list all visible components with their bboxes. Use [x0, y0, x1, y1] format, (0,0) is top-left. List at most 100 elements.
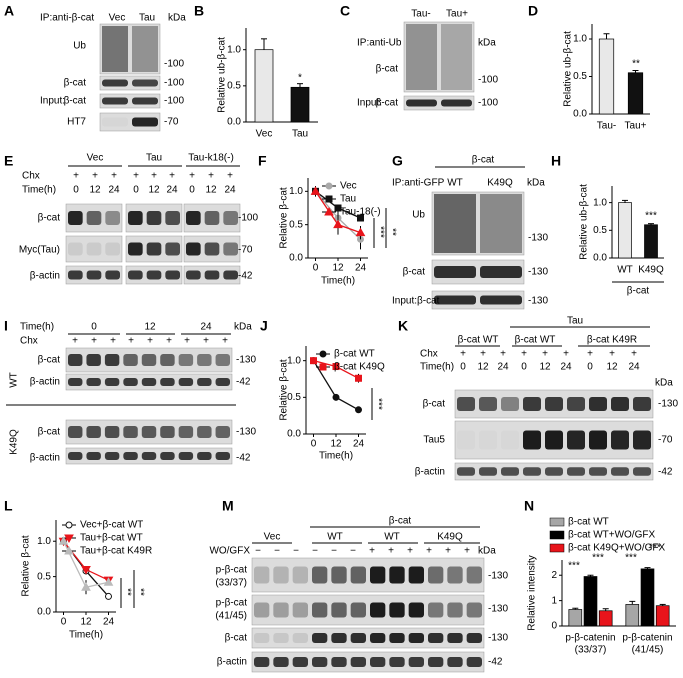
x-axis-label: Time(h) — [321, 276, 355, 287]
blot-label: + — [151, 171, 157, 182]
blot-band — [204, 211, 220, 225]
significance: * — [298, 73, 302, 84]
blot-band — [633, 467, 651, 476]
blot-band — [447, 566, 463, 584]
bar — [290, 86, 310, 123]
y-tick-label: 1.0 — [287, 355, 301, 366]
blot-band — [567, 467, 585, 476]
blot-band — [611, 467, 629, 476]
blot-label: Input: — [357, 98, 382, 109]
blot-band — [128, 270, 143, 280]
blot-label: β-cat — [403, 267, 426, 278]
blot-band — [312, 566, 328, 584]
blot-label: 12 — [89, 185, 101, 196]
y-tick-label: 0 — [551, 621, 557, 632]
blot-label: Input: — [40, 96, 65, 107]
y-axis-label: Relative β-cat — [21, 535, 32, 597]
x-tick-label: 24 — [103, 617, 115, 628]
significance: *** — [374, 226, 385, 238]
blot-label: -130 — [528, 267, 548, 278]
y-tick-label: 1.0 — [227, 44, 241, 55]
blot-label: 24 — [224, 185, 236, 196]
bar — [583, 576, 598, 627]
blot-band — [146, 211, 162, 225]
blot — [65, 235, 123, 263]
blot-label: kDa — [655, 378, 673, 389]
blot-label: β-actin — [30, 453, 60, 464]
blot-smear — [441, 24, 472, 90]
legend-swatch — [549, 543, 565, 553]
blot-label: -130 — [236, 427, 256, 438]
y-tick-label: 2 — [551, 570, 557, 581]
x-tick-label: 24 — [353, 439, 365, 450]
significance: *** — [372, 398, 383, 410]
blot-band — [370, 566, 386, 584]
blot-band — [254, 633, 270, 643]
marker — [332, 363, 340, 371]
blot-band — [178, 354, 194, 366]
blot-band — [86, 270, 102, 280]
blot-label: + — [203, 336, 209, 347]
blot-band — [223, 242, 238, 256]
blot-band — [123, 426, 138, 438]
blot-smear — [434, 194, 476, 253]
x-tick-label: WT — [617, 265, 633, 276]
blot-band — [128, 211, 143, 225]
blot-label: 12 — [539, 362, 551, 373]
blot-label: + — [480, 349, 486, 360]
blot-label: − — [350, 546, 356, 557]
y-axis-label: Relative ub-β-cat — [217, 37, 228, 113]
blot-label: β-cat WT — [515, 335, 556, 346]
blot-band — [292, 633, 308, 643]
blot-band — [406, 99, 437, 107]
blot-label: + — [227, 171, 233, 182]
blot-label: Vec — [264, 532, 281, 543]
blot-band — [123, 452, 138, 460]
panel-letter: G — [392, 153, 403, 169]
y-tick-label: 0.0 — [573, 109, 587, 120]
blot-band — [254, 657, 270, 667]
blot-band — [123, 378, 138, 386]
blot — [251, 627, 485, 649]
blot-label: p-β-cat — [216, 565, 248, 576]
blot-band — [434, 266, 476, 278]
blot-label: kDa — [478, 38, 496, 49]
y-tick-label: 1.0 — [593, 197, 607, 208]
blot-band — [633, 430, 651, 450]
blot-band — [466, 566, 482, 584]
blot-band — [273, 657, 289, 667]
legend-label: β-cat WT — [568, 517, 609, 528]
panel-letter: C — [340, 3, 350, 19]
y-tick-label: 0.0 — [593, 253, 607, 264]
blot-band — [292, 602, 308, 618]
blot-label: + — [521, 349, 527, 360]
blot-band — [141, 354, 157, 366]
blot-band — [273, 602, 289, 618]
x-tick-label: Tau+ — [625, 121, 647, 132]
blot-label: 24 — [628, 362, 640, 373]
blot-label: 0 — [91, 322, 97, 333]
blot-band — [86, 378, 101, 386]
y-tick-label: 0.5 — [593, 225, 607, 236]
x-tick-label: 0 — [61, 617, 67, 628]
blot-band — [350, 566, 366, 584]
blot-label: + — [128, 336, 134, 347]
blot-band — [146, 270, 162, 280]
blot-label: IP:anti-β-cat — [40, 13, 94, 24]
blot-band — [146, 242, 162, 256]
blot-band — [68, 354, 83, 366]
y-axis-label: Relative β-cat — [279, 359, 290, 421]
blot-label: 0 — [189, 185, 195, 196]
blot-label: + — [609, 349, 615, 360]
marker — [355, 406, 362, 414]
panel-letter: E — [4, 153, 13, 169]
blot-band — [408, 657, 424, 667]
y-tick-label: 0.5 — [287, 392, 301, 403]
significance: *** — [625, 553, 637, 564]
blot-band — [215, 452, 230, 460]
bar — [598, 38, 615, 115]
marker — [357, 214, 364, 222]
blot-band — [479, 431, 497, 450]
blot-band — [186, 242, 201, 256]
legend-label: Vec — [340, 181, 357, 192]
